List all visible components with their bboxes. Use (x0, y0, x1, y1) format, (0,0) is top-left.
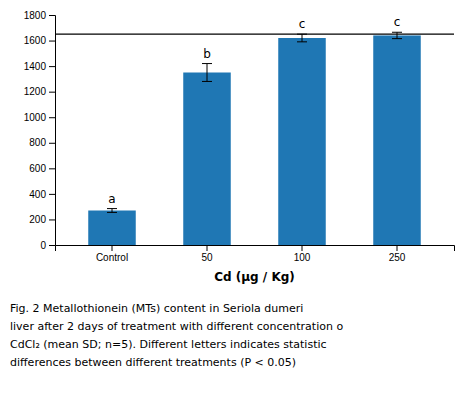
y-tick-label: 1200 (24, 86, 47, 97)
chart: 0 200 400 600 800 1000 1200 1400 1600 1800 Control… (0, 0, 474, 396)
y-tick: 1200 (24, 86, 55, 97)
error-bar (107, 209, 117, 213)
y-tick-label: 1800 (24, 10, 47, 21)
error-bar (202, 64, 212, 82)
y-tick-label: 1600 (24, 35, 47, 46)
y-tick: 1000 (24, 112, 55, 123)
marks (55, 32, 454, 245)
significance-letter: b (203, 47, 211, 61)
y-tick-label: 1400 (24, 61, 47, 72)
x-tick-label: 250 (389, 252, 406, 263)
error-bar-cap (202, 63, 212, 64)
y-tick-mark (49, 66, 55, 67)
y-tick: 1800 (24, 10, 55, 21)
y-tick-label: 600 (29, 163, 46, 174)
x-tick-label: Control (96, 252, 128, 263)
y-axis: 0 200 400 600 800 1000 1200 1400 1600 1800 (24, 10, 56, 251)
x-tick-mark (207, 245, 208, 251)
y-tick-label: 400 (29, 189, 46, 200)
y-tick: 600 (29, 163, 55, 174)
bar (278, 38, 326, 245)
caption: Fig. 2 Metallothionein (MTs) content in … (10, 302, 343, 369)
y-tick-label: 1000 (24, 112, 47, 123)
x-axis-title: Cd (µg / Kg) (214, 270, 295, 284)
error-bar (297, 34, 307, 42)
x-tick-mark (112, 245, 113, 251)
significance-letter: c (299, 17, 306, 31)
y-tick: 800 (29, 137, 55, 148)
error-bar-cap (392, 38, 402, 39)
y-tick-mark (49, 194, 55, 195)
x-axis-line (56, 246, 455, 252)
y-tick-mark (49, 117, 55, 118)
y-axis-line (49, 16, 56, 246)
x-tick: Control (96, 245, 128, 263)
y-tick: 400 (29, 189, 55, 200)
significance-letter: a (108, 192, 115, 206)
y-tick-mark (49, 245, 55, 246)
error-bar (392, 32, 402, 38)
x-tick: 50 (201, 245, 213, 263)
y-tick: 0 (40, 240, 55, 251)
error-bar-stem (397, 32, 398, 38)
y-tick: 1600 (24, 35, 55, 46)
x-tick: 250 (389, 245, 406, 263)
y-tick-mark (49, 219, 55, 220)
x-tick: 100 (294, 245, 311, 263)
x-tick-label: 100 (294, 252, 311, 263)
caption-line: Fig. 2 Metallothionein (MTs) content in … (10, 302, 303, 315)
x-tick-mark (302, 245, 303, 251)
error-bar-cap (202, 81, 212, 82)
y-tick: 1400 (24, 61, 55, 72)
caption-line: CdCl₂ (mean SD; n=5). Different letters … (10, 338, 327, 351)
x-tick-mark (397, 245, 398, 251)
error-bar-stem (207, 64, 208, 82)
y-tick-mark (49, 143, 55, 144)
y-tick-label: 0 (40, 240, 46, 251)
plot: 0 200 400 600 800 1000 1200 1400 1600 1800 Control… (24, 10, 455, 263)
y-tick-mark (49, 15, 55, 16)
caption-line: differences between different treatments… (10, 356, 296, 369)
error-bar-cap (392, 32, 402, 33)
error-bar-stem (302, 34, 303, 42)
bar (373, 35, 421, 245)
y-tick-mark (49, 168, 55, 169)
y-tick-label: 200 (29, 214, 46, 225)
error-bar-cap (107, 212, 117, 213)
y-tick-mark (49, 92, 55, 93)
reference-line (55, 34, 454, 35)
y-tick-mark (49, 41, 55, 42)
y-tick: 200 (29, 214, 55, 225)
x-axis: Control 50 100 250 (56, 245, 455, 263)
error-bar-cap (107, 208, 117, 209)
annotations: a b c c (108, 15, 400, 205)
error-bar-cap (297, 41, 307, 42)
caption-line: liver after 2 days of treatment with dif… (10, 320, 343, 333)
significance-letter: c (394, 15, 401, 29)
y-tick-label: 800 (29, 137, 46, 148)
error-bar-stem (112, 209, 113, 213)
bar (88, 211, 136, 246)
bar (183, 73, 231, 246)
x-tick-label: 50 (201, 252, 213, 263)
